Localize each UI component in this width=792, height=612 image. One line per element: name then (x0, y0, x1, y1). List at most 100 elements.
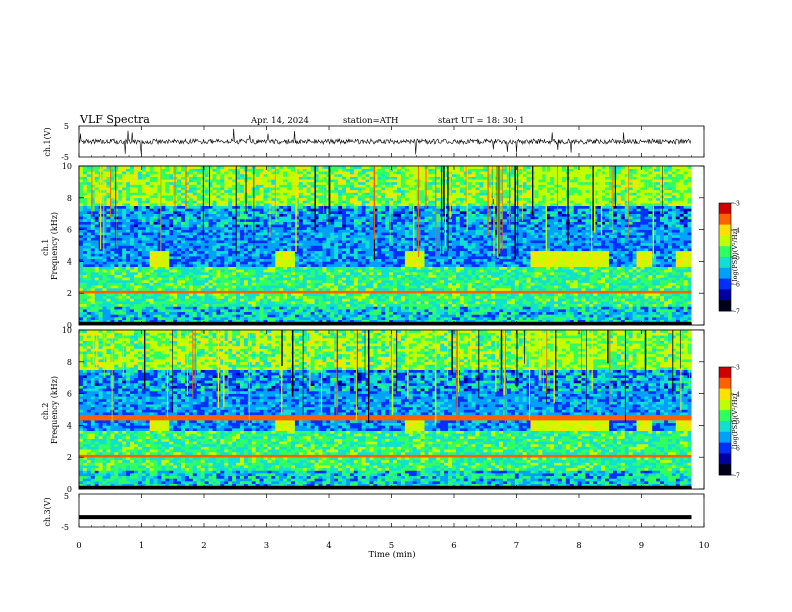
heatmap-cell (400, 295, 406, 299)
heatmap-cell (153, 173, 158, 177)
heatmap-cell (334, 195, 339, 199)
heatmap-cell (118, 192, 123, 196)
heatmap-cell (130, 171, 135, 175)
heatmap-cell (294, 221, 300, 225)
heatmap-cell (338, 285, 343, 289)
heatmap-cell (349, 224, 355, 228)
heatmap-cell (243, 269, 249, 273)
heatmap-cell (369, 295, 374, 299)
heatmap-cell (204, 293, 209, 297)
heatmap-cell (90, 298, 96, 302)
heatmap-cell (90, 266, 96, 270)
heatmap-cell (82, 274, 88, 278)
heatmap-cell (118, 229, 123, 233)
heatmap-cell (169, 216, 174, 220)
heatmap-cell (389, 200, 394, 204)
heatmap-cell (165, 301, 170, 305)
heatmap-cell (185, 216, 190, 220)
heatmap-cell (106, 216, 111, 220)
heatmap-cell (302, 317, 308, 320)
heatmap-cell (247, 250, 253, 254)
heatmap-cell (161, 203, 166, 207)
heatmap-cell (200, 184, 205, 188)
heatmap-cell (110, 171, 115, 175)
heatmap-cell (338, 200, 343, 204)
heatmap-cell (393, 208, 398, 212)
heatmap-cell (208, 168, 213, 172)
heatmap-cell (365, 303, 370, 307)
heatmap-cell (212, 168, 217, 172)
heatmap-cell (79, 224, 84, 228)
heatmap-cell (133, 261, 139, 265)
heatmap-cell (345, 290, 351, 294)
heatmap-cell (385, 171, 390, 175)
heatmap-cell (369, 184, 374, 188)
heatmap-cell (381, 248, 386, 252)
heatmap-cell (302, 216, 308, 220)
heatmap-cell (243, 279, 249, 283)
heatmap-cell (165, 274, 170, 278)
heatmap-cell (381, 221, 386, 225)
heatmap-cell (86, 208, 92, 212)
heatmap-cell (79, 187, 84, 191)
heatmap-cell (82, 166, 88, 169)
heatmap-cell (275, 314, 280, 318)
heatmap-cell (212, 277, 217, 281)
heatmap-cell (161, 261, 166, 265)
heatmap-cell (389, 197, 394, 201)
heatmap-cell (236, 306, 241, 310)
heatmap-cell (232, 319, 237, 323)
heatmap-cell (192, 253, 198, 257)
heatmap-cell (349, 240, 355, 244)
heatmap-cell (302, 211, 308, 214)
heatmap-cell (228, 189, 233, 193)
heatmap-cell (157, 258, 162, 262)
heatmap-cell (232, 226, 237, 230)
heatmap-cell (322, 213, 327, 217)
heatmap-cell (141, 221, 147, 225)
heatmap-cell (318, 258, 323, 262)
heatmap-cell (381, 192, 386, 196)
heatmap-cell (302, 303, 308, 307)
heatmap-cell (196, 173, 202, 177)
heatmap-cell (263, 264, 268, 267)
heatmap-cell (287, 295, 292, 299)
heatmap-cell (275, 277, 280, 281)
heatmap-cell (353, 250, 359, 254)
heatmap-cell (122, 282, 127, 286)
heatmap-cell (161, 277, 166, 281)
heatmap-cell (298, 253, 304, 257)
heatmap-cell (122, 189, 127, 193)
heatmap-cell (94, 203, 99, 207)
heatmap-cell (357, 221, 362, 225)
heatmap-cell (349, 285, 355, 289)
heatmap-cell (228, 287, 233, 291)
heatmap-cell (306, 205, 311, 209)
heatmap-cell (153, 309, 158, 313)
heatmap-cell (255, 266, 260, 270)
heatmap-cell (200, 221, 205, 225)
heatmap-cell (188, 306, 194, 310)
heatmap-cell (314, 226, 319, 230)
heatmap-cell (353, 264, 359, 267)
heatmap-cell (216, 272, 221, 275)
heatmap-cell (94, 282, 99, 286)
heatmap-cell (110, 237, 115, 241)
heatmap-cell (279, 287, 284, 291)
heatmap-cell (145, 211, 150, 214)
heatmap-cell (306, 219, 311, 222)
heatmap-cell (157, 197, 162, 201)
heatmap-cell (177, 319, 182, 323)
heatmap-cell (318, 306, 323, 310)
heatmap-cell (251, 287, 256, 291)
heatmap-cell (389, 303, 394, 307)
heatmap-cell (169, 261, 174, 265)
heatmap-cell (106, 306, 111, 310)
heatmap-cell (287, 306, 292, 310)
heatmap-cell (130, 234, 135, 238)
heatmap-cell (338, 176, 343, 180)
heatmap-cell (141, 213, 147, 217)
heatmap-cell (373, 317, 378, 320)
heatmap-cell (287, 253, 292, 257)
heatmap-cell (106, 240, 111, 244)
